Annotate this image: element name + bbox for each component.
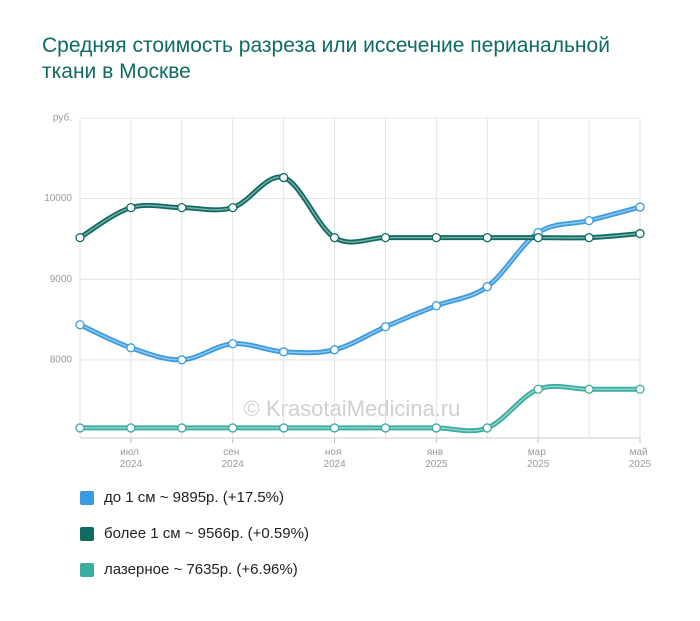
legend-label: до 1 см ~ 9895р. (+17.5%) — [104, 489, 284, 506]
point — [431, 232, 442, 243]
point — [177, 202, 187, 213]
point — [482, 232, 492, 243]
x-tick-label: июл 2024 — [120, 447, 143, 470]
point — [278, 347, 289, 357]
point — [482, 423, 492, 433]
watermark: © KrasotaiMedicina.ru — [244, 396, 461, 421]
point — [329, 423, 340, 433]
legend-label: более 1 см ~ 9566р. (+0.59%) — [104, 525, 309, 542]
point — [482, 282, 492, 292]
point — [533, 384, 543, 394]
point — [177, 355, 187, 365]
x-tick-label: ноя 2024 — [323, 447, 346, 470]
point — [228, 423, 238, 433]
point — [584, 215, 594, 226]
point — [278, 423, 289, 433]
point — [584, 232, 594, 243]
point — [635, 228, 645, 239]
x-tick-label: янв 2025 — [425, 447, 448, 470]
legend-swatch — [80, 491, 94, 505]
series-line — [78, 174, 641, 245]
point — [584, 384, 594, 394]
series-line-highlight — [79, 176, 641, 243]
legend-swatch — [80, 563, 94, 577]
y-tick-label: 10000 — [44, 193, 72, 204]
point — [329, 232, 340, 243]
chart-title: Средняя стоимость разреза или иссечение … — [42, 34, 616, 83]
point — [380, 232, 391, 243]
point — [380, 423, 391, 433]
point — [635, 202, 645, 212]
series-line — [78, 204, 641, 363]
point — [329, 345, 340, 355]
point — [431, 301, 442, 311]
legend-label: лазерное ~ 7635р. (+6.96%) — [104, 561, 298, 578]
point — [533, 232, 543, 243]
point — [228, 339, 238, 349]
x-tick-label: сен 2024 — [222, 447, 245, 470]
y-tick-label: 8000 — [50, 354, 73, 365]
point — [75, 423, 85, 433]
point — [126, 423, 136, 433]
point — [635, 384, 645, 394]
point — [126, 343, 136, 353]
point — [75, 232, 85, 243]
y-tick-label: руб. — [53, 112, 72, 124]
point — [431, 423, 442, 433]
point — [278, 172, 289, 183]
point — [75, 320, 85, 330]
point — [177, 423, 187, 433]
point — [228, 202, 238, 213]
x-tick-label: май 2025 — [629, 447, 652, 470]
legend-swatch — [80, 527, 94, 541]
x-tick-label: мар 2025 — [527, 447, 550, 470]
y-tick-label: 9000 — [50, 274, 73, 285]
point — [380, 322, 391, 332]
point — [126, 202, 136, 213]
